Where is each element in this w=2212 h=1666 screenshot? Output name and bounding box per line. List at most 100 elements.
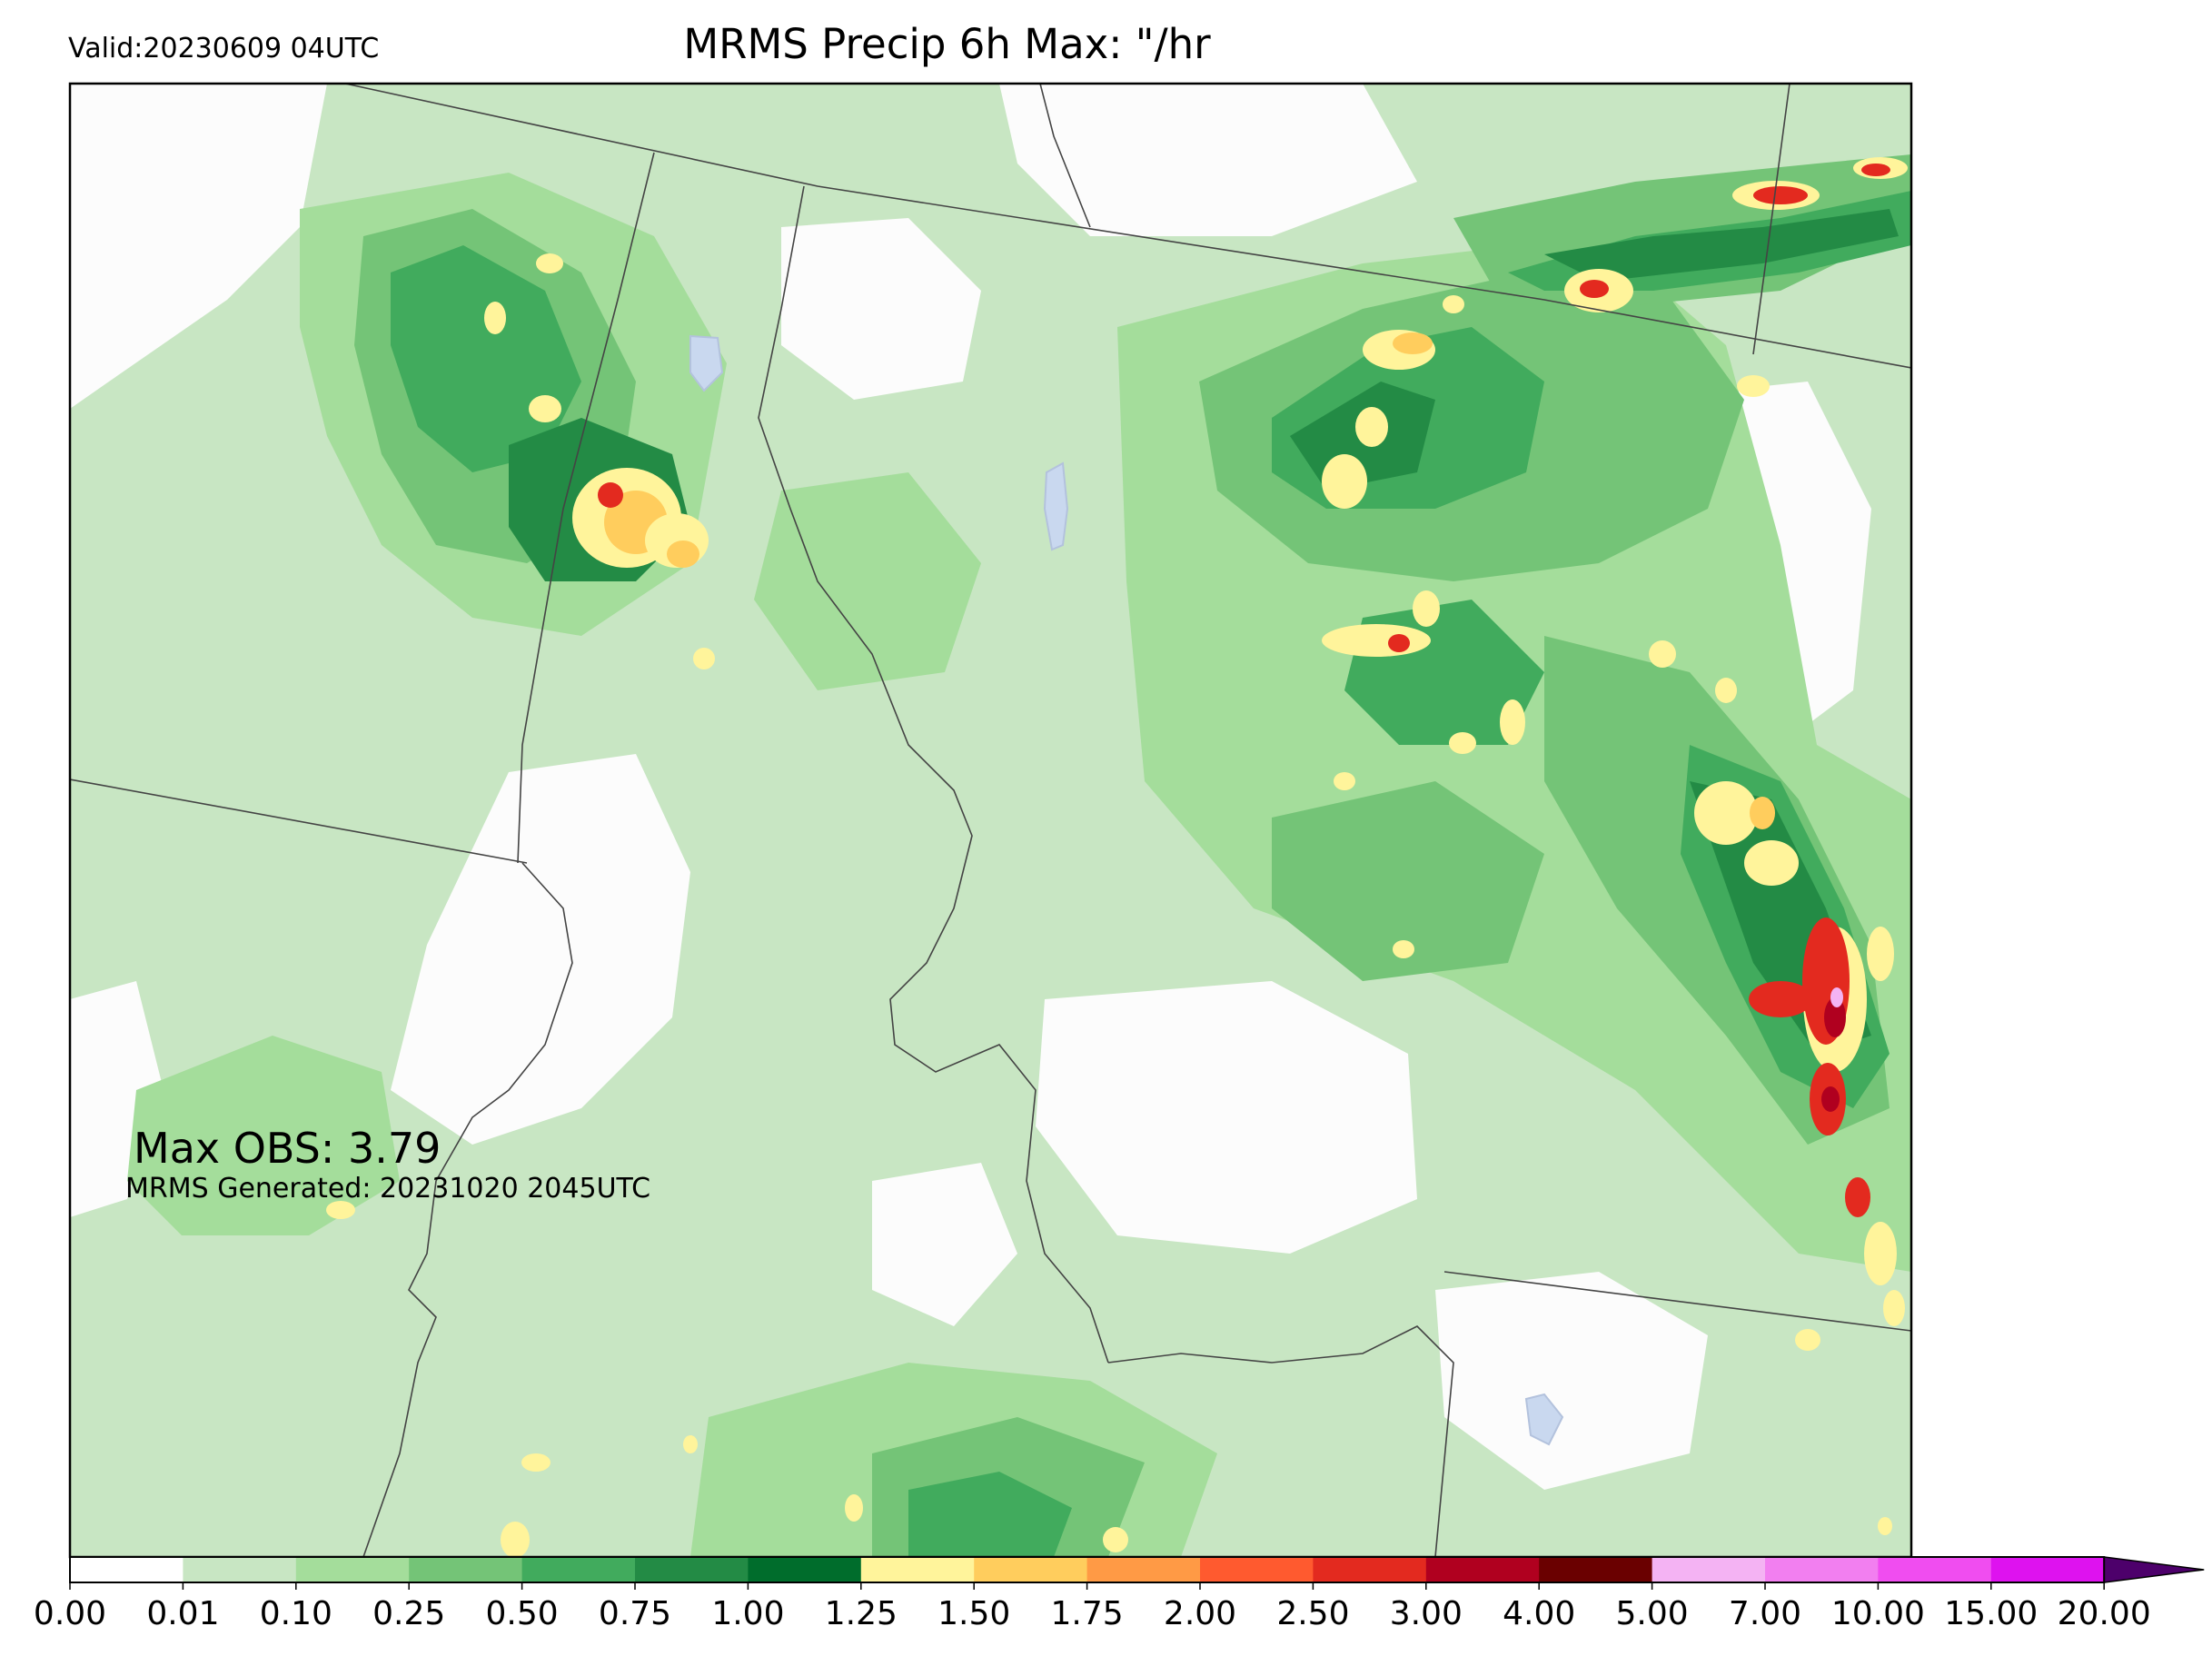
precip-core-orange — [1750, 797, 1775, 829]
border-line — [344, 84, 1911, 369]
colorbar: 0.00 0.01 0.10 0.25 0.50 0.75 1.00 1.25 1.50 1.75… — [34, 1556, 2205, 1632]
precip-core-yellow — [484, 302, 506, 334]
lake — [1524, 1393, 1564, 1446]
precip-core-yellow — [1443, 295, 1464, 313]
precip-core-red — [1845, 1177, 1870, 1217]
colorbar-segment — [295, 1557, 410, 1582]
precip-area-low — [127, 1036, 400, 1235]
precip-core-yellow — [1795, 1329, 1820, 1351]
colorbar-tick-label: 3.00 — [1390, 1595, 1463, 1632]
generated-label: MRMS Generated: 20231020 2045UTC — [125, 1173, 650, 1205]
colorbar-segment — [1652, 1557, 1766, 1582]
colorbar-tick-label: 0.01 — [146, 1595, 219, 1632]
precip-core-yellow — [845, 1494, 863, 1522]
precip-core-yellow — [1322, 624, 1431, 657]
colorbar-tick-label: 2.00 — [1164, 1595, 1236, 1632]
precip-core-yellow — [501, 1522, 530, 1557]
dry-area — [872, 1163, 1017, 1326]
colorbar-segment — [635, 1557, 749, 1582]
precip-core-red — [1580, 280, 1609, 298]
precip-core-red — [1388, 634, 1410, 652]
precip-core-yellow — [1744, 840, 1799, 886]
lake — [689, 334, 724, 392]
precip-core-red — [1749, 981, 1812, 1017]
precip-core-yellow — [693, 648, 715, 669]
colorbar-tick-label: 20.00 — [2058, 1595, 2151, 1632]
precip-core-yellow — [1334, 772, 1355, 790]
colorbar-segment — [748, 1557, 862, 1582]
colorbar-tick-label: 0.00 — [34, 1595, 106, 1632]
precip-core-orange — [667, 540, 699, 568]
precip-core-pink — [1830, 987, 1843, 1007]
borders — [70, 84, 1911, 1557]
colorbar-tick-label: 0.75 — [599, 1595, 671, 1632]
precip-core-dark-red — [1821, 1086, 1840, 1112]
border-line — [1752, 84, 1790, 355]
colorbar-segment — [974, 1557, 1088, 1582]
colorbar-tick-label: 10.00 — [1831, 1595, 1925, 1632]
lake — [1043, 461, 1069, 551]
border-line — [70, 778, 528, 864]
precip-field — [70, 84, 1911, 1557]
precip-area-moderate — [1272, 781, 1544, 981]
colorbar-tick-label: 15.00 — [1944, 1595, 2038, 1632]
colorbar-segment — [1765, 1557, 1879, 1582]
precip-core-yellow — [1322, 454, 1367, 509]
precip-area-very-high — [1544, 209, 1899, 282]
colorbar-segment — [1990, 1557, 2105, 1582]
precip-core-yellow — [529, 395, 561, 422]
precip-core-yellow — [326, 1201, 355, 1219]
colorbar-segment — [1878, 1557, 1992, 1582]
precip-core-yellow — [1393, 940, 1414, 958]
precip-core-red — [598, 482, 623, 508]
precip-core-yellow — [1883, 1290, 1905, 1326]
precip-core-yellow — [536, 253, 563, 273]
valid-time-label: Valid:20230609 04UTC — [68, 33, 380, 64]
colorbar-tick-label: 7.00 — [1729, 1595, 1801, 1632]
colorbar-tick-label: 1.50 — [937, 1595, 1010, 1632]
colorbar-tick-label: 0.25 — [372, 1595, 445, 1632]
colorbar-segment — [1200, 1557, 1314, 1582]
precip-core-yellow — [1413, 590, 1440, 627]
colorbar-segment — [1313, 1557, 1427, 1582]
colorbar-tick-label: 0.50 — [486, 1595, 559, 1632]
precip-core-yellow — [1103, 1527, 1128, 1552]
precip-core-yellow — [1737, 375, 1770, 397]
dry-area — [391, 754, 690, 1145]
precip-core-yellow — [1449, 732, 1476, 754]
precip-core-yellow — [683, 1435, 698, 1453]
colorbar-tick-label: 0.10 — [260, 1595, 332, 1632]
colorbar-extend-arrow — [2103, 1556, 2205, 1583]
precip-core-yellow — [521, 1453, 551, 1472]
colorbar-tick-label: 2.50 — [1276, 1595, 1349, 1632]
precip-core-yellow — [1878, 1517, 1892, 1535]
dry-area — [781, 218, 981, 400]
border-line — [1039, 84, 1091, 228]
precip-core-yellow — [1715, 678, 1737, 703]
precip-core-yellow — [1649, 640, 1676, 668]
colorbar-segment — [183, 1557, 297, 1582]
precip-core-red — [1861, 164, 1890, 176]
border-line — [1107, 1325, 1454, 1557]
precip-core-yellow — [1867, 927, 1894, 981]
colorbar-segment — [860, 1557, 975, 1582]
colorbar-tick-label: 1.25 — [825, 1595, 898, 1632]
colorbar-tick-label: 5.00 — [1616, 1595, 1689, 1632]
dry-area — [70, 84, 327, 409]
colorbar-tick-label: 1.75 — [1051, 1595, 1124, 1632]
precip-core-dark-red — [1824, 997, 1846, 1037]
precip-core-orange — [1393, 332, 1433, 354]
precip-area-high — [908, 1472, 1072, 1557]
colorbar-segment — [70, 1557, 184, 1582]
dry-area — [999, 84, 1417, 236]
precip-area-low — [754, 472, 981, 690]
colorbar-segment — [1425, 1557, 1540, 1582]
dry-area — [1435, 1272, 1708, 1490]
border-line — [517, 152, 655, 864]
max-obs-label: Max OBS: 3.79 — [134, 1124, 441, 1173]
precip-core-red — [1753, 186, 1808, 204]
colorbar-segment — [1539, 1557, 1653, 1582]
precip-core-yellow — [1694, 781, 1758, 845]
precip-core-yellow — [1355, 407, 1388, 447]
